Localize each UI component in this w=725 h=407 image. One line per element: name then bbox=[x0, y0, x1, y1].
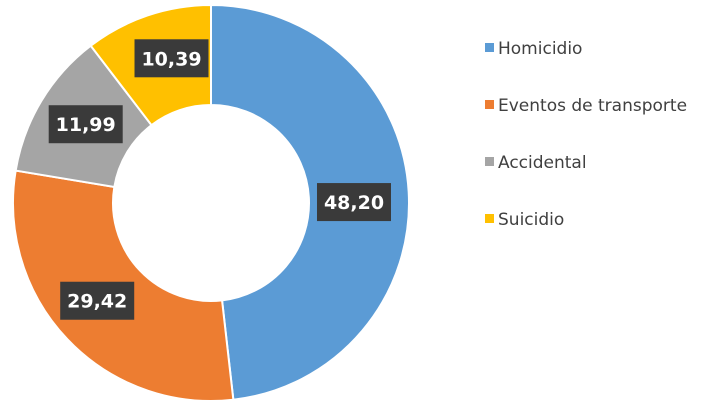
legend-label: Eventos de transporte bbox=[498, 96, 687, 116]
chart-slices bbox=[12, 3, 410, 402]
data-label-value: 10,39 bbox=[141, 48, 201, 70]
legend-swatch bbox=[485, 214, 494, 223]
legend-swatch bbox=[485, 100, 494, 109]
data-label-suicidio: 10,39 bbox=[134, 39, 209, 78]
legend-swatch bbox=[485, 43, 494, 52]
data-label-box bbox=[48, 105, 123, 144]
data-label-accidental: 11,99 bbox=[48, 105, 123, 144]
data-label-value: 29,42 bbox=[67, 291, 127, 313]
data-label-box bbox=[60, 281, 135, 320]
data-label-box bbox=[316, 183, 391, 222]
data-label-homicidio: 48,20 bbox=[316, 183, 391, 222]
legend-item-eventos-de-transporte: Eventos de transporte bbox=[485, 96, 687, 116]
legend-label: Accidental bbox=[498, 153, 587, 173]
chart-data-labels: 48,20 29,42 11,99 10,39 bbox=[48, 39, 391, 320]
legend-swatch bbox=[485, 157, 494, 166]
data-label-value: 11,99 bbox=[56, 114, 116, 136]
legend-item-homicidio: Homicidio bbox=[485, 39, 582, 59]
legend-item-accidental: Accidental bbox=[485, 153, 587, 173]
data-label-eventos-de-transporte: 29,42 bbox=[60, 281, 135, 320]
legend-label: Suicidio bbox=[498, 210, 564, 230]
data-label-box bbox=[134, 39, 209, 78]
chart-legend: Homicidio Eventos de transporte Accidental… bbox=[485, 39, 687, 230]
legend-item-suicidio: Suicidio bbox=[485, 210, 564, 230]
legend-label: Homicidio bbox=[498, 39, 582, 59]
slice-homicidio bbox=[210, 3, 410, 401]
data-label-value: 48,20 bbox=[324, 192, 384, 214]
